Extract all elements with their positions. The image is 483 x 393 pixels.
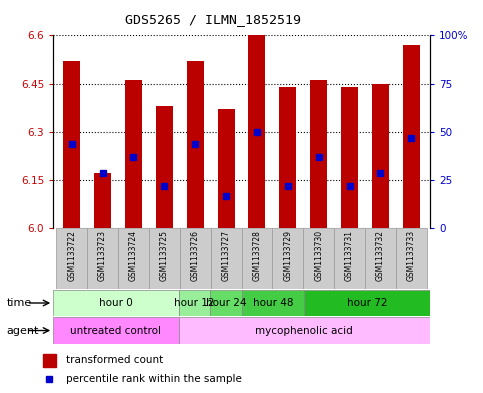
Bar	[187, 61, 204, 228]
Bar	[341, 87, 358, 228]
Bar	[248, 35, 266, 228]
Text: GSM1133725: GSM1133725	[160, 230, 169, 281]
Text: GSM1133724: GSM1133724	[129, 230, 138, 281]
Bar	[56, 228, 87, 289]
Bar	[396, 228, 427, 289]
Text: GSM1133729: GSM1133729	[284, 230, 292, 281]
Text: GSM1133728: GSM1133728	[253, 230, 261, 281]
Text: hour 0: hour 0	[99, 298, 133, 308]
Text: hour 72: hour 72	[347, 298, 387, 308]
Text: mycophenolic acid: mycophenolic acid	[256, 325, 353, 336]
Bar	[403, 45, 420, 228]
Text: GSM1133726: GSM1133726	[191, 230, 199, 281]
Bar	[53, 290, 179, 316]
Bar	[272, 228, 303, 289]
Bar	[118, 228, 149, 289]
Bar	[53, 317, 179, 344]
Bar	[372, 83, 389, 228]
Bar	[63, 61, 80, 228]
Bar	[179, 290, 210, 316]
Text: GSM1133727: GSM1133727	[222, 230, 230, 281]
Text: hour 12: hour 12	[174, 298, 214, 308]
Bar	[242, 290, 304, 316]
Bar	[210, 290, 242, 316]
Text: GSM1133731: GSM1133731	[345, 230, 354, 281]
Text: GSM1133730: GSM1133730	[314, 230, 323, 281]
Text: GSM1133723: GSM1133723	[98, 230, 107, 281]
Bar	[87, 228, 118, 289]
Bar	[365, 228, 396, 289]
Text: hour 48: hour 48	[253, 298, 293, 308]
Text: time: time	[6, 298, 31, 308]
Text: GSM1133722: GSM1133722	[67, 230, 76, 281]
Bar	[304, 290, 430, 316]
Bar	[149, 228, 180, 289]
Text: GSM1133732: GSM1133732	[376, 230, 385, 281]
Text: transformed count: transformed count	[66, 355, 164, 365]
Text: untreated control: untreated control	[71, 325, 161, 336]
Bar	[179, 317, 430, 344]
Bar	[156, 106, 173, 228]
Text: GSM1133733: GSM1133733	[407, 230, 416, 281]
Bar	[180, 228, 211, 289]
Bar	[211, 228, 242, 289]
Text: GDS5265 / ILMN_1852519: GDS5265 / ILMN_1852519	[125, 13, 300, 26]
Bar	[334, 228, 365, 289]
Bar	[94, 173, 111, 228]
Text: agent: agent	[6, 325, 39, 336]
Text: hour 24: hour 24	[206, 298, 246, 308]
Bar	[43, 354, 56, 367]
Bar	[242, 228, 272, 289]
Text: percentile rank within the sample: percentile rank within the sample	[66, 374, 242, 384]
Bar	[303, 228, 334, 289]
Bar	[217, 109, 235, 228]
Bar	[125, 80, 142, 228]
Bar	[279, 87, 296, 228]
Bar	[310, 80, 327, 228]
